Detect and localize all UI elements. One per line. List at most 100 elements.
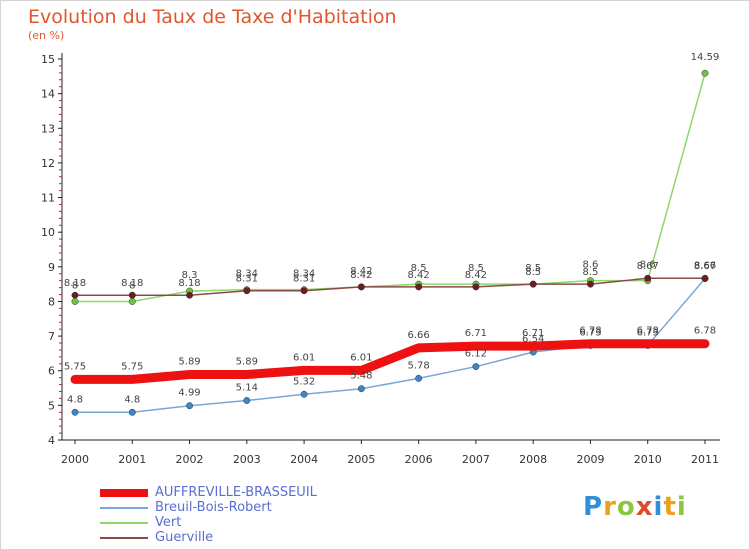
- data-label: 8: [129, 280, 135, 291]
- y-tick-label: 11: [41, 192, 55, 205]
- logo-letter: o: [616, 492, 636, 522]
- data-label: 8.67: [694, 261, 716, 272]
- data-label: 6.73: [579, 327, 601, 338]
- data-label: 6.12: [465, 349, 487, 360]
- series-line-vert: [74, 72, 706, 303]
- x-tick-label: 2009: [576, 453, 604, 466]
- data-label: 8.5: [468, 263, 484, 274]
- data-label: 8.6: [583, 260, 599, 271]
- y-tick-label: 15: [41, 53, 55, 66]
- legend-swatch: [100, 489, 148, 497]
- legend-label: Breuil-Bois-Robert: [155, 500, 272, 515]
- logo-letter: t: [663, 492, 677, 522]
- logo-letter: i: [653, 492, 664, 522]
- data-label: 8.67: [637, 261, 659, 272]
- data-point: [415, 283, 423, 291]
- x-tick-label: 2004: [290, 453, 318, 466]
- data-point: [472, 283, 480, 291]
- data-point: [128, 291, 136, 299]
- data-label: 8.66: [694, 261, 716, 272]
- data-label: 8.18: [178, 278, 200, 289]
- chart-subtitle: (en %): [28, 29, 65, 42]
- data-point: [357, 385, 365, 393]
- data-label: 6.71: [522, 328, 544, 339]
- y-tick-label: 4: [48, 434, 55, 447]
- data-label: 5.75: [64, 361, 86, 372]
- chart-axes: 4 5 6 7 8 9 10 11 12 13 14 15 2000 2001 2002 2003 2004 20…: [41, 53, 720, 466]
- data-label: 6.54: [522, 334, 544, 345]
- x-tick-label: 2001: [118, 453, 146, 466]
- proxiti-logo: Proxiti: [583, 492, 687, 522]
- data-label: 8.5: [525, 267, 541, 278]
- y-tick-label: 10: [41, 226, 55, 239]
- data-point: [644, 274, 652, 282]
- data-label: 8.34: [236, 269, 258, 280]
- data-point: [128, 298, 136, 305]
- data-label: 8.42: [350, 266, 372, 277]
- x-tick-label: 2005: [347, 453, 375, 466]
- legend-swatch: [100, 507, 148, 509]
- data-label: 5.32: [293, 376, 315, 387]
- legend-label: Vert: [155, 515, 182, 530]
- data-point: [701, 274, 709, 282]
- x-tick-label: 2010: [634, 453, 662, 466]
- x-tick-label: 2006: [405, 453, 433, 466]
- x-tick-label: 2003: [233, 453, 261, 466]
- x-tick-label: 2000: [61, 453, 89, 466]
- x-tick-label: 2002: [176, 453, 204, 466]
- series-line-auffreville-brasseuil: [70, 339, 710, 384]
- data-point: [472, 363, 480, 371]
- data-label: 5.89: [236, 357, 258, 368]
- data-point: [587, 280, 594, 288]
- y-tick-label: 6: [48, 365, 55, 378]
- data-label: 6.78: [637, 326, 659, 337]
- data-label: 8.5: [411, 263, 427, 274]
- data-label: 5.89: [178, 357, 200, 368]
- data-label: 8.34: [293, 269, 315, 280]
- data-label: 6.78: [579, 326, 601, 337]
- data-label: 8.5: [525, 263, 541, 274]
- y-tick-label: 14: [41, 88, 55, 101]
- x-tick-label: 2008: [519, 453, 547, 466]
- data-label: 6.71: [465, 328, 487, 339]
- y-tick-label: 9: [48, 261, 55, 274]
- logo-letter: r: [603, 492, 617, 522]
- data-point: [71, 291, 79, 299]
- data-label: 8.5: [583, 267, 599, 278]
- data-label: 8.18: [64, 278, 86, 289]
- chart-title: Evolution du Taux de Taxe d'Habitation: [28, 6, 397, 28]
- series-line-guerville: [74, 277, 706, 296]
- data-label: 5.48: [350, 371, 372, 382]
- y-tick-label: 13: [41, 122, 55, 135]
- chart-series: [70, 69, 710, 416]
- data-label: 6.66: [408, 330, 430, 341]
- y-tick-label: 7: [48, 330, 55, 343]
- data-label: 6.01: [293, 352, 315, 363]
- data-label: 8.42: [350, 270, 372, 281]
- data-point: [243, 287, 251, 295]
- data-point: [357, 283, 365, 291]
- data-label: 8: [72, 280, 78, 291]
- x-tick-label: 2011: [691, 453, 719, 466]
- data-label: 6.01: [350, 352, 372, 363]
- legend-swatch: [100, 522, 148, 524]
- data-point: [529, 280, 537, 288]
- data-label: 4.8: [124, 394, 140, 405]
- data-label: 6.78: [694, 326, 716, 337]
- data-label: 6.73: [637, 327, 659, 338]
- data-point: [71, 408, 79, 416]
- data-label: 4.99: [178, 388, 200, 399]
- data-label: 14.59: [691, 52, 720, 63]
- data-point: [128, 408, 136, 416]
- y-tick-label: 8: [48, 295, 55, 308]
- data-point: [300, 390, 308, 398]
- data-label: 8.3: [182, 270, 198, 281]
- data-label: 5.14: [236, 383, 258, 394]
- logo-letter: x: [635, 492, 654, 522]
- data-label: 8.6: [640, 260, 656, 271]
- data-point: [243, 397, 251, 404]
- x-tick-label: 2007: [462, 453, 490, 466]
- data-label: 5.78: [408, 360, 430, 371]
